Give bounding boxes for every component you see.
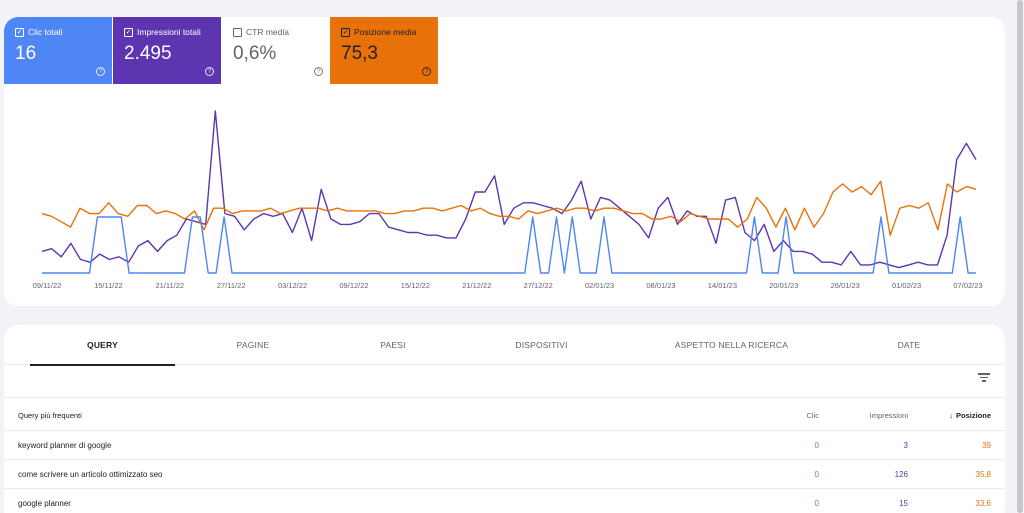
metric-value: 0,6% (233, 43, 277, 64)
clicks-cell: 0 (814, 441, 819, 450)
impressions-cell: 15 (899, 499, 908, 508)
table-row[interactable]: come scrivere un articolo ottimizzato se… (4, 460, 1005, 489)
metric-average-position[interactable]: ✓ Posizione media 75,3 ? (330, 17, 438, 84)
query-cell: come scrivere un articolo ottimizzato se… (18, 470, 163, 479)
metric-total-clicks[interactable]: ✓ Clic totali 16 ? (4, 17, 112, 84)
help-icon[interactable]: ? (314, 67, 323, 76)
x-tick-label: 07/02/23 (953, 281, 982, 290)
position-cell: 35,8 (975, 470, 991, 479)
table-header: Query più frequenti Clic Impressioni ↓ Po… (4, 397, 1005, 431)
x-tick-label: 14/01/23 (708, 281, 737, 290)
metric-value: 2.495 (124, 43, 172, 64)
x-tick-label: 08/01/23 (646, 281, 675, 290)
impressions-checkbox-icon[interactable]: ✓ (124, 27, 133, 37)
clicks-cell: 0 (814, 499, 819, 508)
help-icon[interactable]: ? (205, 67, 214, 76)
x-tick-label: 26/01/23 (831, 281, 860, 290)
queries-table-card: QUERY PAGINE PAESI DISPOSITIVI ASPETTO NELLA… (4, 325, 1005, 513)
x-tick-label: 01/02/23 (892, 281, 921, 290)
performance-card: ✓ Clic totali 16 ? ✓ Impressioni totali 2.… (4, 17, 1005, 306)
ctr-checkbox-icon[interactable] (233, 27, 242, 37)
column-header-position[interactable]: ↓ Posizione (949, 411, 991, 420)
tab-pagine[interactable]: PAGINE (236, 340, 270, 350)
tab-dispositivi[interactable]: DISPOSITIVI (515, 340, 568, 350)
x-tick-label: 21/12/22 (462, 281, 491, 290)
tab-date[interactable]: DATE (897, 340, 921, 350)
impressions-cell: 3 (903, 441, 908, 450)
scrollbar-thumb[interactable] (1017, 0, 1023, 513)
tab-query[interactable]: QUERY (30, 325, 175, 366)
x-tick-label: 27/11/22 (217, 281, 246, 290)
help-icon[interactable]: ? (422, 67, 431, 76)
series-line-clicks (42, 216, 976, 274)
column-header-clicks[interactable]: Clic (806, 411, 820, 420)
metric-label: Posizione media (354, 27, 417, 37)
table-row[interactable]: keyword planner di google 0 3 39 (4, 431, 1005, 460)
x-tick-label: 21/11/22 (155, 281, 184, 290)
x-tick-label: 15/11/22 (94, 281, 123, 290)
x-tick-label: 27/12/22 (524, 281, 553, 290)
x-tick-label: 09/11/22 (33, 281, 62, 290)
tab-paesi[interactable]: PAESI (380, 340, 406, 350)
x-tick-label: 09/12/22 (339, 281, 368, 290)
column-header-impressions[interactable]: Impressioni (869, 411, 908, 420)
help-icon[interactable]: ? (96, 67, 105, 76)
position-checkbox-icon[interactable]: ✓ (341, 27, 350, 37)
column-header-query[interactable]: Query più frequenti (18, 411, 82, 420)
metric-value: 75,3 (341, 43, 378, 64)
metric-total-impressions[interactable]: ✓ Impressioni totali 2.495 ? (113, 17, 221, 84)
metric-label: CTR media (246, 27, 289, 37)
query-cell: keyword planner di google (18, 441, 112, 450)
impressions-cell: 126 (894, 470, 908, 479)
clicks-cell: 0 (814, 470, 819, 479)
position-cell: 33,6 (975, 499, 991, 508)
metric-value: 16 (15, 43, 37, 64)
metric-label: Impressioni totali (137, 27, 201, 37)
x-tick-label: 02/01/23 (585, 281, 614, 290)
sort-down-arrow-icon: ↓ (949, 411, 953, 420)
tab-aspetto-nella-ricerca[interactable]: ASPETTO NELLA RICERCA (674, 340, 789, 350)
metric-average-ctr[interactable]: CTR media 0,6% ? (222, 17, 330, 84)
table-row[interactable]: google planner 0 15 33,6 (4, 489, 1005, 513)
x-tick-label: 20/01/23 (769, 281, 798, 290)
performance-chart[interactable]: 09/11/22 15/11/22 21/11/22 27/11/22 03/12/22… (4, 17, 1005, 306)
clicks-checkbox-icon[interactable]: ✓ (15, 27, 24, 37)
position-cell: 39 (982, 441, 991, 450)
x-tick-label: 03/12/22 (278, 281, 307, 290)
query-cell: google planner (18, 499, 71, 508)
metric-label: Clic totali (28, 27, 63, 37)
dimension-tabs: QUERY PAGINE PAESI DISPOSITIVI ASPETTO NELLA… (4, 325, 1005, 366)
page-scrollbar[interactable] (1016, 0, 1024, 513)
x-tick-label: 15/12/22 (401, 281, 430, 290)
filter-icon[interactable] (977, 371, 991, 385)
